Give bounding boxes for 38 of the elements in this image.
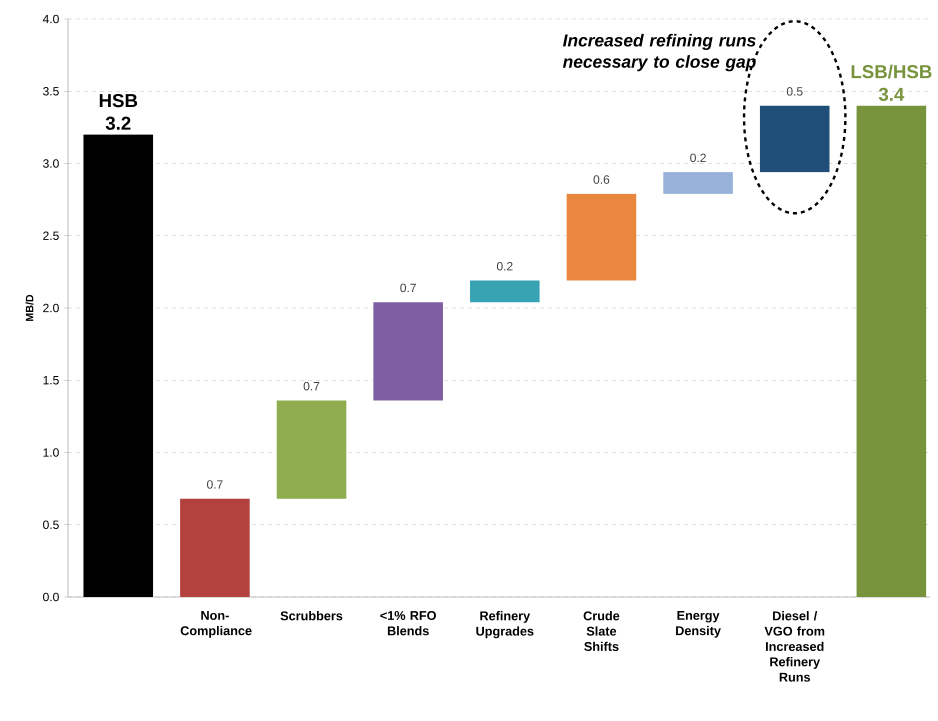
- y-tick-label: 3.5: [43, 86, 59, 96]
- x-tick-label: Crude Slate Shifts: [584, 611, 620, 652]
- x-tick-label: Diesel / VGO from Increased Refinery Runs: [764, 611, 824, 682]
- y-tick-label: 3.0: [43, 159, 59, 168]
- x-tick-label: Refinery Upgrades: [476, 611, 534, 638]
- data-label: 0.6: [594, 175, 610, 184]
- bar: [180, 498, 250, 597]
- data-label: 0.7: [207, 480, 223, 489]
- y-tick-label: 2.5: [43, 231, 59, 240]
- y-tick-label: 0.5: [43, 520, 59, 530]
- bar: [856, 106, 926, 597]
- bar: [760, 106, 830, 172]
- x-tick-label: Energy Density: [676, 611, 721, 638]
- data-label: 3.2: [106, 116, 130, 130]
- bar: [83, 134, 154, 597]
- data-label: 3.4: [878, 88, 904, 101]
- y-tick-label: 4.0: [42, 14, 59, 24]
- y-tick-label: 2.0: [43, 304, 59, 312]
- annotation: HSB: [100, 94, 138, 108]
- x-tick-label: <1% RFO Blends: [380, 611, 436, 636]
- data-label: 0.7: [400, 284, 416, 292]
- data-label: 0.7: [304, 382, 320, 390]
- annotation: LSB/HSB: [852, 64, 932, 78]
- x-tick-label: Scrubbers: [280, 611, 342, 620]
- y-tick-label: 1.0: [44, 448, 59, 457]
- data-label: 0.5: [786, 87, 803, 96]
- data-label: 0.2: [496, 262, 513, 271]
- x-tick-label: Non-Compliance: [180, 611, 252, 638]
- bar: [276, 400, 346, 499]
- y-tick-label: 1.5: [44, 376, 59, 384]
- annotation: Increased refining runs necessary to close gap: [562, 34, 756, 72]
- y-tick-label: 0.0: [43, 592, 59, 602]
- bar: [470, 280, 540, 302]
- y-axis-title: MB/D: [26, 294, 34, 321]
- bar: [663, 172, 733, 194]
- data-label: 0.2: [690, 154, 706, 162]
- bar: [566, 194, 636, 281]
- bar: [373, 302, 443, 400]
